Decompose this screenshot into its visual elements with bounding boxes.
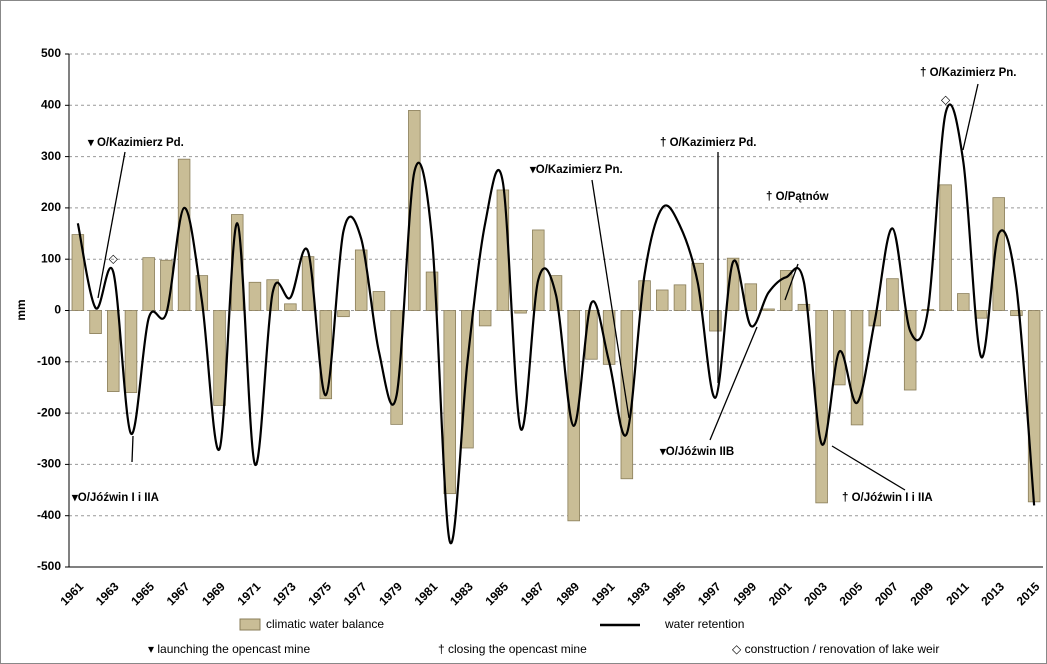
annotation: † O/Kazimierz Pd. — [660, 137, 757, 149]
y-tick-label: 100 — [41, 251, 61, 265]
bar — [567, 310, 580, 522]
arrow — [591, 179, 630, 419]
y-tick-label: 300 — [41, 149, 61, 163]
annotations: ▾ O/Kazimierz Pd. ▾O/Jóźwin I i IIA ▾O/K… — [71, 67, 1017, 504]
bar — [496, 189, 510, 311]
arrow — [131, 435, 134, 463]
bar — [248, 281, 262, 311]
annotation: † O/Kazimierz Pn. — [920, 67, 1017, 79]
bar — [850, 310, 864, 426]
bar — [71, 234, 85, 311]
y-tick-label: 500 — [41, 46, 61, 60]
annotation: ▾O/Kazimierz Pn. — [529, 164, 623, 176]
bar — [284, 303, 297, 311]
legend: climatic water balance water retention ▾… — [148, 617, 939, 656]
bar — [107, 310, 120, 392]
y-tick-label: -100 — [37, 354, 61, 368]
bar — [390, 310, 403, 425]
bar — [886, 278, 899, 311]
y-tick-label: -300 — [37, 457, 61, 471]
y-tick-label: 0 — [54, 303, 61, 317]
y-tick-label: 400 — [41, 97, 61, 111]
bar — [726, 257, 740, 311]
bar — [1010, 310, 1023, 317]
bar — [461, 310, 474, 449]
legend-note: † closing the opencast mine — [438, 642, 587, 656]
bar — [337, 310, 350, 318]
arrow — [831, 445, 906, 491]
bar — [779, 270, 793, 311]
annotation: ▾ O/Kazimierz Pd. — [87, 137, 184, 149]
bar — [213, 310, 226, 406]
bar — [673, 284, 687, 311]
annotation: † O/Pątnów — [766, 191, 829, 203]
bar — [656, 289, 669, 311]
arrow — [97, 151, 126, 299]
y-axis-label: mm — [14, 299, 28, 320]
legend-swatch — [239, 618, 261, 631]
legend-note: ◇ construction / renovation of lake weir — [732, 642, 939, 656]
y-tick-label: -200 — [37, 405, 61, 419]
y-tick-label: 200 — [41, 200, 61, 214]
bar — [939, 184, 952, 311]
bar — [89, 310, 102, 334]
bar — [408, 110, 421, 311]
weir-marker: ◇ — [941, 92, 951, 106]
y-tick-label: -500 — [37, 559, 61, 573]
annotation: ▾O/Jóźwin IIB — [659, 446, 734, 458]
bar — [833, 310, 846, 386]
bar — [709, 310, 722, 332]
weir-marker: ◇ — [109, 251, 119, 265]
bar — [142, 257, 155, 311]
y-tick-label: -400 — [37, 508, 61, 522]
bar — [354, 249, 368, 311]
bar — [177, 158, 191, 311]
bar — [762, 308, 775, 311]
bar — [478, 310, 492, 327]
bar — [124, 310, 138, 393]
bar — [744, 283, 758, 311]
bar — [532, 229, 545, 311]
bar — [903, 310, 917, 391]
bar — [425, 271, 439, 311]
legend-label: climatic water balance — [266, 617, 384, 631]
bar — [815, 310, 828, 504]
legend-note: ▾ launching the opencast mine — [148, 642, 310, 656]
bar — [372, 291, 386, 311]
bar — [301, 256, 315, 311]
bar — [443, 310, 456, 495]
bar — [957, 293, 970, 311]
annotation: † O/Jóźwin I i IIA — [842, 492, 933, 504]
arrow — [709, 326, 758, 441]
bar — [1027, 310, 1041, 503]
bar — [620, 310, 634, 480]
arrow — [962, 83, 979, 151]
bar — [797, 303, 811, 311]
bar — [514, 310, 527, 314]
line — [76, 103, 1036, 545]
legend-label: water retention — [664, 617, 744, 631]
bar — [992, 197, 1005, 311]
arrow — [784, 263, 799, 301]
annotation: ▾O/Jóźwin I i IIA — [71, 492, 159, 504]
